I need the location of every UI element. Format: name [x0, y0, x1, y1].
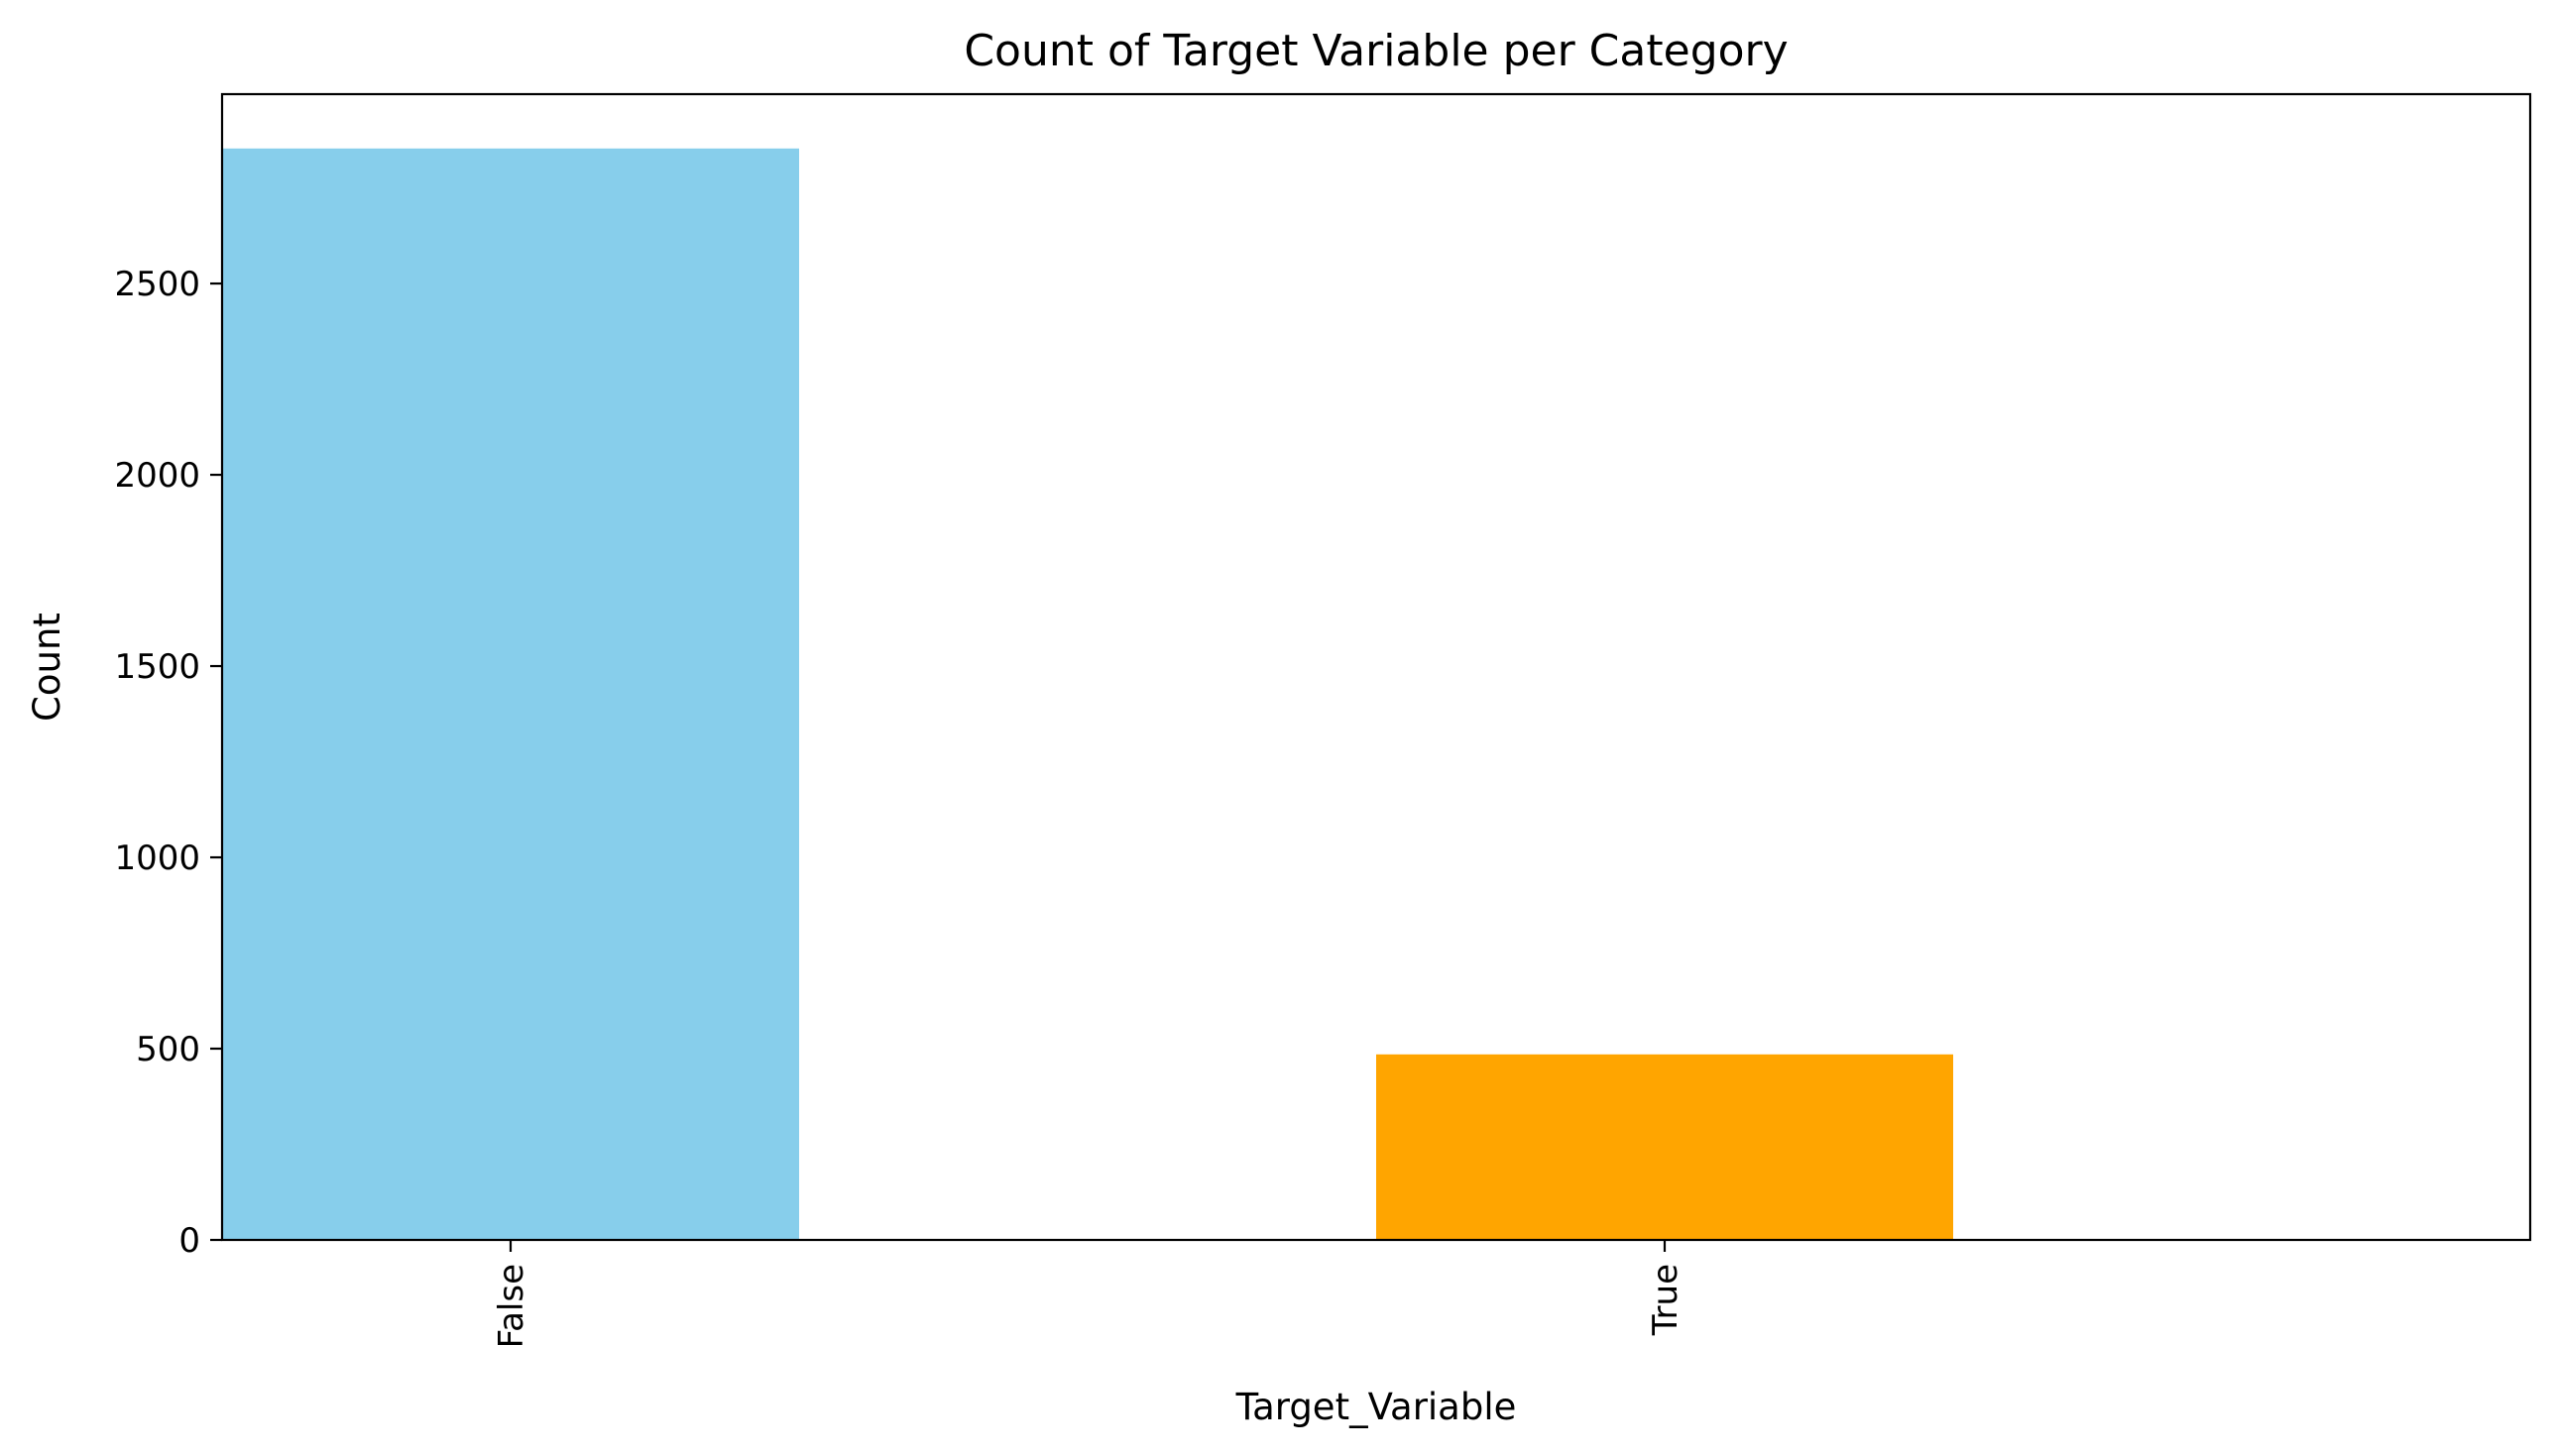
y-axis-label: Count — [26, 613, 68, 722]
bar-false — [222, 148, 799, 1240]
x-axis: False True — [492, 1240, 1685, 1348]
y-tick-label: 2500 — [114, 265, 200, 304]
chart-title: Count of Target Variable per Category — [964, 26, 1788, 76]
plot-area — [222, 148, 1953, 1240]
y-tick-label: 2000 — [114, 456, 200, 496]
bar-true — [1376, 1054, 1953, 1240]
y-tick-label: 500 — [136, 1030, 200, 1069]
y-tick-label: 0 — [178, 1221, 200, 1261]
x-tick-label: False — [492, 1264, 531, 1348]
x-tick-label: True — [1646, 1264, 1685, 1336]
y-tick-label: 1000 — [114, 839, 200, 878]
y-axis: 0 500 1000 1500 2000 2500 — [114, 265, 222, 1261]
x-axis-label: Target_Variable — [1235, 1386, 1517, 1428]
y-tick-label: 1500 — [114, 647, 200, 687]
